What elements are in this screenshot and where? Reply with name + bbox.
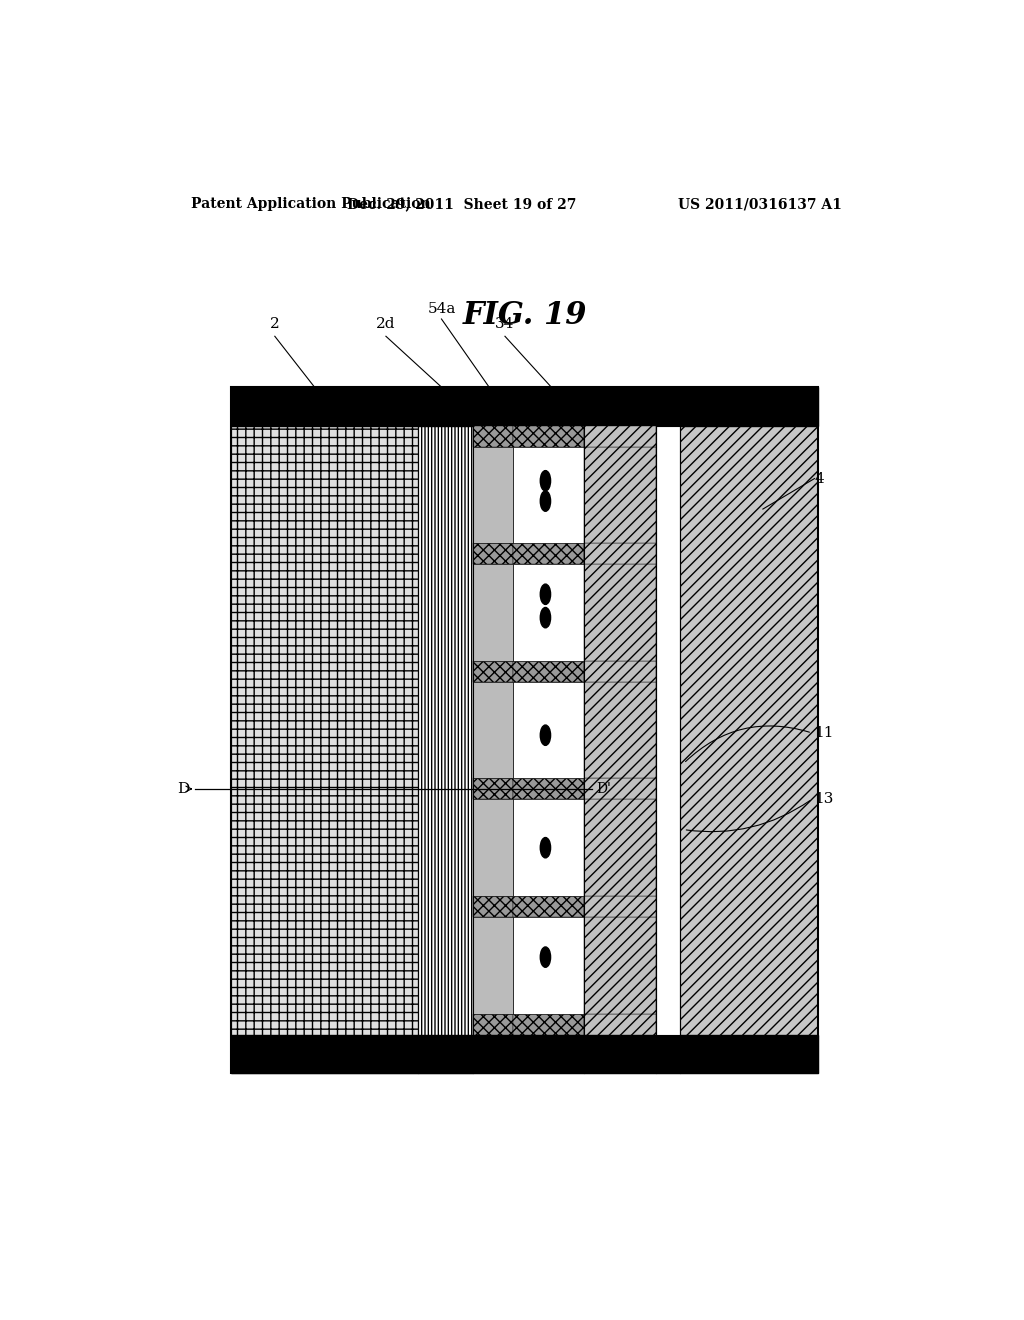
Text: US 2011/0316137 A1: US 2011/0316137 A1 — [678, 197, 842, 211]
Bar — [473, 564, 513, 661]
Bar — [585, 1014, 655, 1035]
Bar — [513, 682, 585, 779]
Bar — [513, 564, 585, 661]
Ellipse shape — [541, 491, 551, 511]
Bar — [418, 387, 473, 1073]
Text: 13: 13 — [814, 792, 834, 807]
Bar — [585, 544, 655, 564]
Bar — [473, 682, 513, 779]
Text: 2: 2 — [270, 317, 280, 331]
Bar — [473, 917, 513, 1014]
Bar — [473, 800, 513, 896]
Text: 4: 4 — [814, 471, 824, 486]
Bar — [513, 661, 585, 682]
Text: D: D — [177, 781, 189, 796]
Bar — [231, 387, 818, 426]
Bar — [473, 661, 513, 682]
Ellipse shape — [541, 585, 551, 605]
Text: 54a: 54a — [427, 302, 456, 315]
Bar — [513, 917, 585, 1014]
Bar — [655, 682, 680, 779]
Text: 34: 34 — [496, 317, 515, 331]
Bar — [473, 1014, 513, 1035]
Text: 2d: 2d — [376, 317, 395, 331]
Bar — [473, 426, 513, 446]
Bar — [473, 446, 513, 544]
Bar — [585, 779, 655, 800]
Ellipse shape — [541, 946, 551, 968]
Bar — [585, 446, 655, 544]
Text: 11: 11 — [814, 726, 834, 741]
Bar — [585, 682, 655, 779]
Ellipse shape — [541, 607, 551, 628]
Bar — [231, 387, 418, 1073]
Bar — [473, 896, 513, 917]
Bar — [585, 661, 655, 682]
Bar — [231, 387, 818, 1073]
Bar — [655, 564, 680, 661]
Ellipse shape — [541, 837, 551, 858]
Bar — [473, 544, 513, 564]
Bar — [655, 917, 680, 1014]
Text: D': D' — [596, 781, 611, 796]
Bar — [585, 800, 655, 896]
Bar — [513, 779, 585, 800]
Ellipse shape — [541, 725, 551, 746]
Bar — [513, 896, 585, 917]
Bar — [585, 426, 655, 446]
Bar — [513, 544, 585, 564]
Bar — [513, 1014, 585, 1035]
Bar — [513, 800, 585, 896]
Bar — [585, 917, 655, 1014]
Bar — [513, 446, 585, 544]
Text: FIG. 19: FIG. 19 — [463, 301, 587, 331]
Bar — [585, 564, 655, 661]
Bar — [655, 446, 680, 544]
Bar — [585, 896, 655, 917]
Bar — [680, 387, 818, 1073]
Text: Dec. 29, 2011  Sheet 19 of 27: Dec. 29, 2011 Sheet 19 of 27 — [347, 197, 575, 211]
Bar — [655, 800, 680, 896]
Bar — [473, 779, 513, 800]
Ellipse shape — [541, 471, 551, 491]
Bar — [655, 426, 680, 1035]
Bar — [513, 426, 585, 446]
Text: Patent Application Publication: Patent Application Publication — [191, 197, 431, 211]
Bar — [231, 1035, 818, 1073]
